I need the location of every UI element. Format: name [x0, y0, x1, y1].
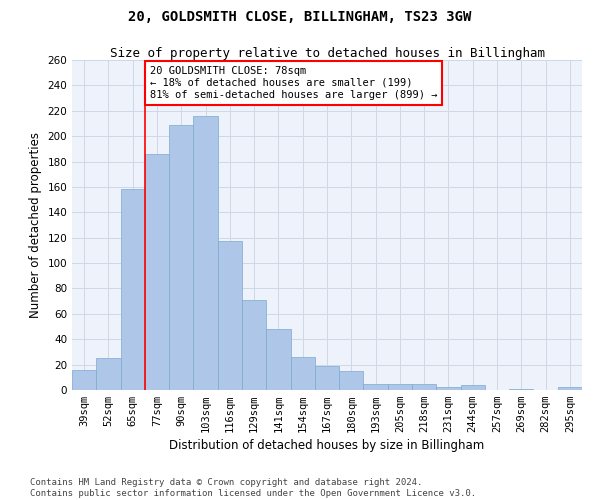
Y-axis label: Number of detached properties: Number of detached properties — [29, 132, 42, 318]
Title: Size of property relative to detached houses in Billingham: Size of property relative to detached ho… — [110, 47, 545, 60]
Bar — [436, 388, 461, 390]
Text: Contains HM Land Registry data © Crown copyright and database right 2024.
Contai: Contains HM Land Registry data © Crown c… — [30, 478, 476, 498]
Bar — [145, 154, 169, 390]
Bar — [193, 116, 218, 390]
Bar — [509, 388, 533, 390]
Bar — [266, 329, 290, 390]
Bar — [364, 384, 388, 390]
Bar — [96, 358, 121, 390]
Bar — [412, 384, 436, 390]
Bar — [72, 370, 96, 390]
Text: 20, GOLDSMITH CLOSE, BILLINGHAM, TS23 3GW: 20, GOLDSMITH CLOSE, BILLINGHAM, TS23 3G… — [128, 10, 472, 24]
Bar — [339, 371, 364, 390]
Bar — [461, 385, 485, 390]
Text: 20 GOLDSMITH CLOSE: 78sqm
← 18% of detached houses are smaller (199)
81% of semi: 20 GOLDSMITH CLOSE: 78sqm ← 18% of detac… — [150, 66, 437, 100]
Bar — [388, 384, 412, 390]
Bar — [290, 357, 315, 390]
Bar — [218, 242, 242, 390]
Bar — [169, 124, 193, 390]
Bar — [315, 366, 339, 390]
Bar — [121, 190, 145, 390]
Bar — [242, 300, 266, 390]
Bar — [558, 388, 582, 390]
X-axis label: Distribution of detached houses by size in Billingham: Distribution of detached houses by size … — [169, 440, 485, 452]
